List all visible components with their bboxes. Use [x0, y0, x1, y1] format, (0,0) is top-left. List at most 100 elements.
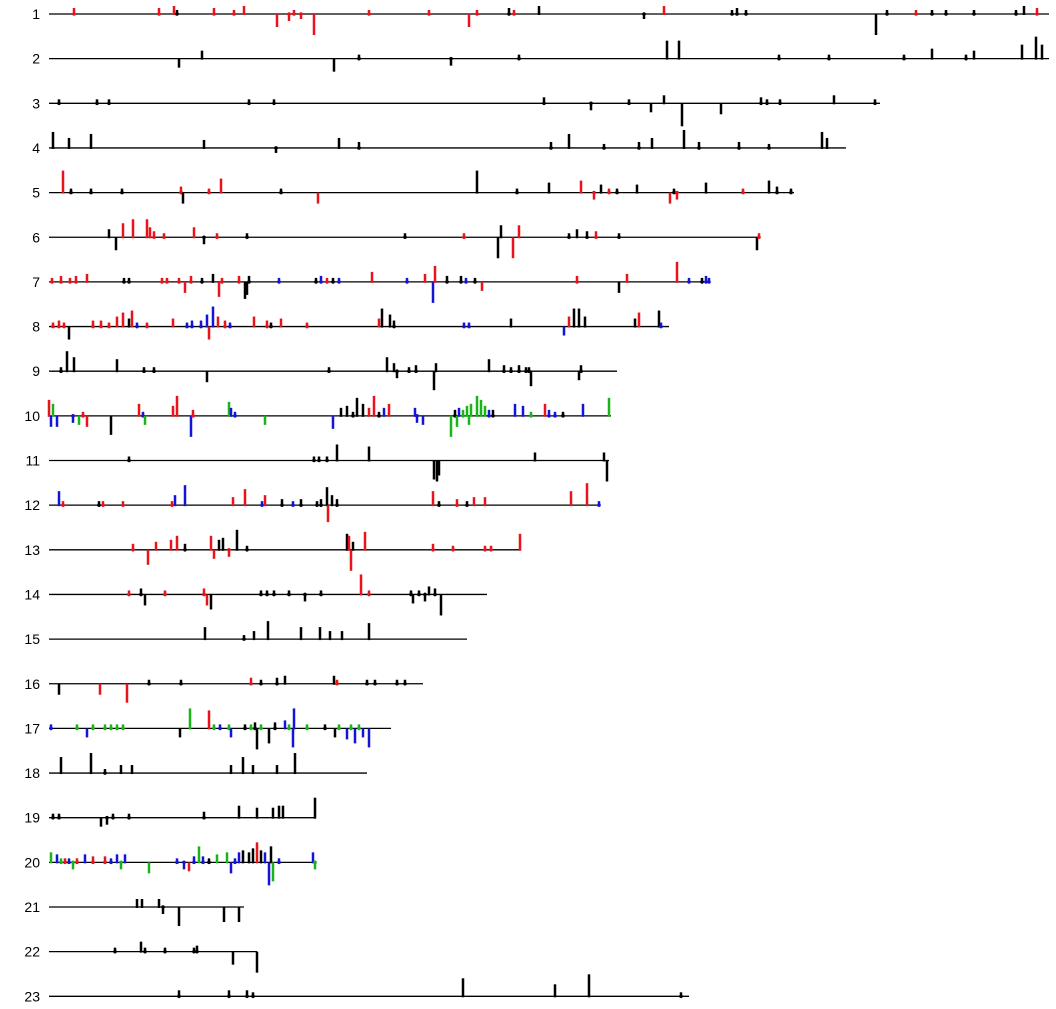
variant-dot-blue: [547, 414, 551, 418]
variant-mark-black: [602, 452, 606, 462]
variant-dot-green: [313, 860, 317, 865]
variant-mark-red: [137, 403, 141, 417]
variant-mark-red: [231, 497, 235, 507]
variant-dot-red: [305, 324, 309, 329]
variant-mark-black: [143, 594, 147, 606]
variant-mark-black: [181, 192, 185, 204]
variant-mark-black: [130, 765, 134, 775]
variant-mark-red: [242, 6, 246, 15]
variant-mark-black: [115, 359, 119, 373]
variant-mark-black: [89, 133, 93, 149]
variant-dot-red: [512, 12, 516, 16]
chromosome-1: 1: [32, 6, 1049, 35]
variant-mark-red: [74, 275, 78, 283]
variant-mark-black: [273, 722, 277, 730]
variant-mark-green: [475, 395, 479, 417]
variant-mark-red: [433, 265, 437, 283]
variant-dot-black: [679, 994, 683, 999]
variant-mark-red: [154, 541, 158, 551]
variant-dot-black: [111, 815, 115, 820]
variant-dot-black: [272, 592, 276, 597]
variant-dot-blue: [405, 280, 409, 284]
chromosome-label: 11: [25, 453, 40, 469]
variant-mark-black: [255, 807, 259, 819]
variant-dot-green: [461, 414, 465, 418]
variant-mark-red: [175, 395, 179, 417]
variant-mark-blue: [182, 862, 186, 870]
variant-mark-black: [682, 129, 686, 149]
variant-dot-black: [433, 592, 437, 597]
variant-dot-black: [567, 235, 571, 240]
variant-dot-black: [672, 190, 676, 195]
variant-dot-black: [473, 280, 477, 284]
variant-dot-black: [1014, 12, 1018, 16]
variant-dot-black: [964, 56, 968, 61]
variant-dot-black: [251, 994, 255, 999]
variant-mark-black: [109, 415, 113, 435]
variant-mark-black: [333, 728, 337, 738]
variant-dot-red: [165, 280, 169, 284]
variant-dot-black: [365, 681, 369, 686]
variant-mark-black: [832, 95, 836, 105]
variant-dot-green: [212, 726, 216, 731]
variant-dot-black: [579, 369, 583, 374]
variant-mark-black: [51, 131, 55, 149]
variant-dot-red: [427, 12, 431, 16]
variant-dot-black: [142, 369, 146, 374]
variant-mark-red: [219, 178, 223, 194]
variant-mark-black: [587, 974, 591, 998]
variant-mark-black: [650, 137, 654, 149]
variant-mark-black: [385, 357, 389, 373]
variant-mark-blue: [361, 728, 365, 738]
chromosome-19: 19: [24, 797, 317, 827]
variant-dot-green: [75, 726, 79, 731]
variant-mark-blue: [311, 852, 315, 864]
variant-dot-red: [575, 280, 579, 284]
variant-mark-black: [183, 543, 187, 551]
variant-dot-blue: [707, 280, 711, 284]
variant-dot-red: [91, 860, 95, 865]
variant-mark-red: [125, 683, 129, 703]
variant-mark-red: [662, 6, 666, 15]
variant-mark-black: [200, 50, 204, 60]
variant-mark-red: [57, 320, 61, 328]
variant-mark-black: [433, 588, 437, 596]
variant-mark-black: [533, 452, 537, 462]
variant-mark-red: [115, 316, 119, 328]
variant-mark-black: [202, 237, 206, 245]
chromosome-label: 19: [24, 810, 40, 826]
variant-mark-black: [677, 40, 681, 60]
chromosome-label: 1: [32, 6, 40, 22]
variant-dot-black: [183, 548, 187, 552]
variant-mark-black: [825, 137, 829, 149]
variant-dot-blue: [415, 414, 419, 418]
variant-mark-black: [177, 990, 181, 998]
variant-mark-black: [161, 907, 165, 914]
variant-dot-red: [227, 548, 231, 552]
variant-mark-black: [537, 6, 541, 15]
variant-mark-blue: [57, 491, 61, 507]
variant-dot-black: [437, 503, 441, 507]
variant-mark-blue: [513, 403, 517, 417]
variant-mark-black: [820, 131, 824, 149]
variant-mark-blue: [85, 728, 89, 738]
variant-mark-green: [143, 415, 147, 425]
variant-mark-black: [252, 631, 256, 641]
chromosome-8: 8: [32, 306, 669, 340]
variant-mark-black: [345, 533, 349, 551]
chromosome-label: 7: [32, 274, 40, 290]
variant-dot-red: [68, 280, 72, 284]
chromosome-20: 20: [24, 842, 317, 886]
variant-dot-red: [594, 235, 598, 240]
variant-mark-red: [145, 219, 149, 239]
variant-mark-red: [237, 275, 241, 283]
variant-mark-black: [665, 40, 669, 60]
variant-dot-black: [319, 592, 323, 597]
variant-mark-black: [195, 945, 199, 953]
variant-dot-blue: [71, 414, 75, 418]
variant-mark-red: [212, 8, 216, 15]
variant-mark-red: [359, 574, 363, 596]
variant-mark-red: [518, 533, 522, 551]
variant-mark-black: [432, 460, 436, 480]
variant-dot-black: [642, 12, 646, 16]
